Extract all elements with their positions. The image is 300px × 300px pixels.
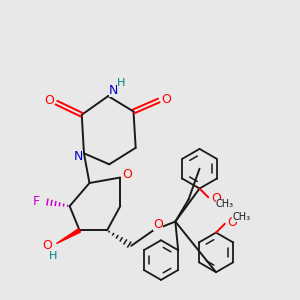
- Text: O: O: [153, 218, 163, 231]
- Text: O: O: [44, 94, 54, 107]
- Text: CH₃: CH₃: [216, 199, 234, 209]
- Text: F: F: [33, 195, 40, 208]
- Text: H: H: [117, 78, 126, 88]
- Text: CH₃: CH₃: [232, 212, 250, 222]
- Text: O: O: [211, 192, 221, 205]
- Text: O: O: [122, 168, 132, 181]
- Text: O: O: [228, 216, 238, 229]
- Polygon shape: [56, 229, 80, 244]
- Text: N: N: [74, 150, 83, 163]
- Text: O: O: [43, 239, 52, 252]
- Text: N: N: [109, 84, 118, 97]
- Text: H: H: [49, 251, 57, 261]
- Text: O: O: [162, 93, 171, 106]
